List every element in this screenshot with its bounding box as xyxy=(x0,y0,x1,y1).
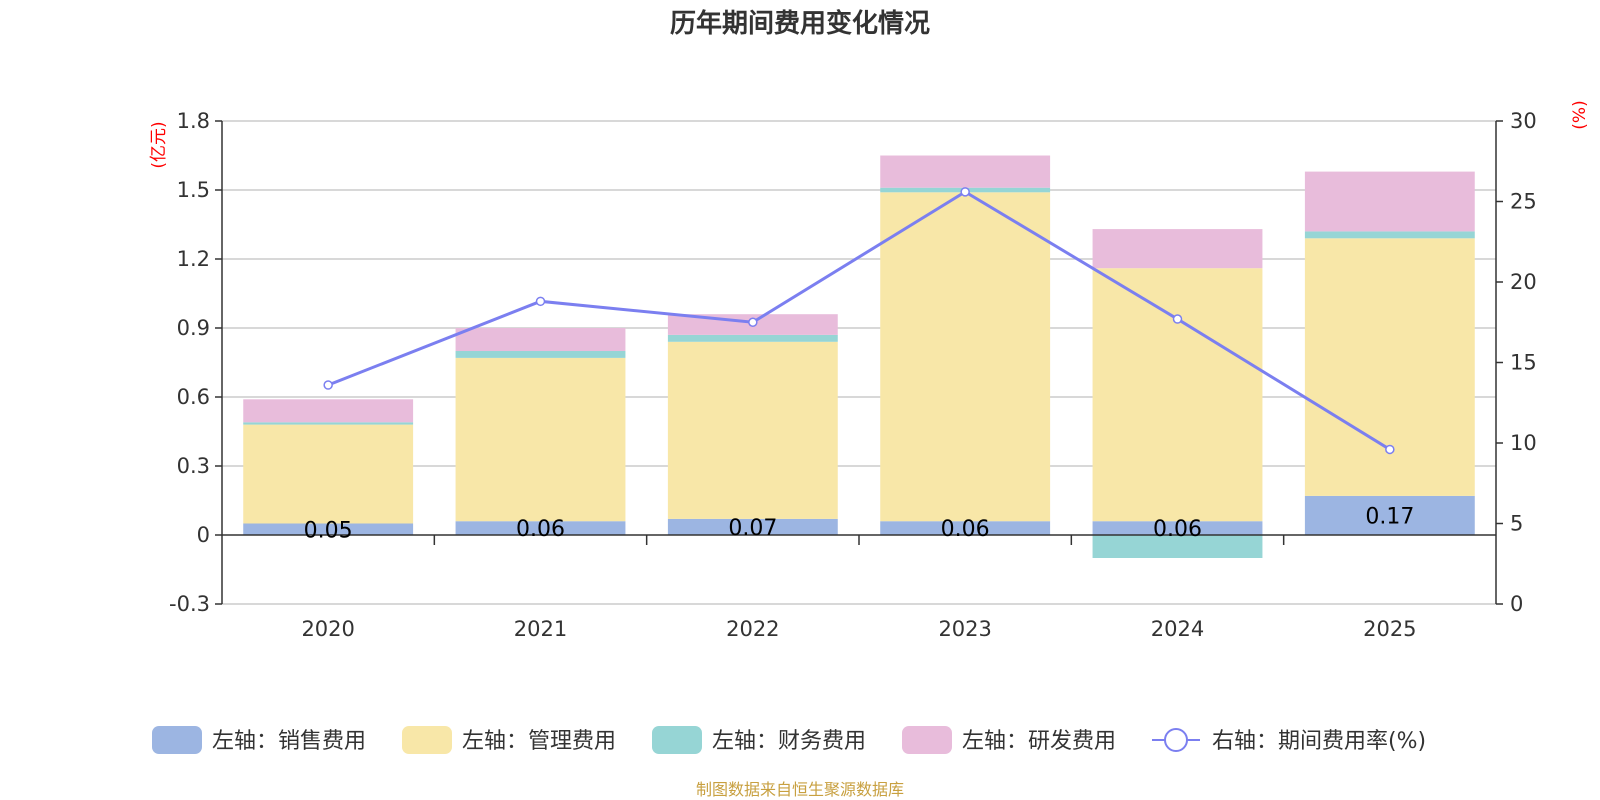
legend-label: 左轴：研发费用 xyxy=(962,729,1116,754)
bar-segment xyxy=(455,328,626,351)
bar-segment xyxy=(1304,238,1475,496)
bar-segment xyxy=(880,155,1051,188)
bar-segment xyxy=(243,424,414,524)
legend-swatch-marker xyxy=(1164,728,1188,752)
x-axis-tick-label: 2020 xyxy=(301,617,354,641)
right-axis-unit: (%) xyxy=(1570,100,1590,129)
bar-segment xyxy=(243,399,414,423)
left-axis-unit: (亿元) xyxy=(149,121,169,168)
right-axis-tick-label: 20 xyxy=(1510,270,1537,294)
bar-segment xyxy=(667,341,838,519)
legend-label: 左轴：财务费用 xyxy=(712,729,866,754)
expense-rate-point xyxy=(535,296,546,307)
bar-segment xyxy=(243,422,414,425)
expense-rate-point xyxy=(748,317,758,327)
left-axis-tick-label: 1.5 xyxy=(177,178,210,202)
legend-swatch xyxy=(652,726,702,754)
legend-swatch xyxy=(902,726,952,754)
bar-segment xyxy=(880,521,1051,535)
bar-segment xyxy=(667,334,838,342)
left-axis-tick-label: 0 xyxy=(197,523,210,547)
expense-rate-point xyxy=(323,380,333,390)
x-axis-tick-label: 2025 xyxy=(1363,617,1416,641)
left-axis-tick-label: 1.8 xyxy=(177,109,210,133)
bar-segment xyxy=(1304,171,1475,232)
expense-rate-polyline xyxy=(327,190,1391,451)
bar-data-label: 0.06 xyxy=(1153,517,1202,542)
right-axis-tick-label: 30 xyxy=(1510,109,1537,133)
right-axis-tick-label: 10 xyxy=(1510,431,1537,455)
x-axis-tick-label: 2021 xyxy=(514,617,567,641)
legend-swatch xyxy=(402,726,452,754)
bar-data-label: 0.07 xyxy=(728,516,777,541)
bar-data-label: 0.06 xyxy=(941,517,990,542)
bar-data-label: 0.05 xyxy=(304,518,353,543)
bar-segment xyxy=(880,192,1051,522)
source-note: 制图数据来自恒生聚源数据库 xyxy=(696,780,904,799)
bar-data-label: 0.17 xyxy=(1365,504,1414,529)
bar-segment xyxy=(455,521,626,535)
right-axis-tick-label: 5 xyxy=(1510,512,1523,536)
x-axis-tick-label: 2022 xyxy=(726,617,779,641)
left-axis-tick-label: 0.6 xyxy=(177,385,210,409)
bar-segment xyxy=(667,518,838,535)
bar-segment xyxy=(1304,495,1475,535)
bar-data-labels: 0.05 0.06 0.07 0.06 0.06 0.17 xyxy=(304,504,1415,543)
expense-rate-point xyxy=(960,187,970,197)
left-axis-tick-label: 0.9 xyxy=(177,316,210,340)
left-axis-tick-label: 1.2 xyxy=(177,247,210,271)
right-axis-tick-label: 25 xyxy=(1510,190,1537,214)
bar-segment xyxy=(1092,535,1263,558)
left-axis-tick-label: 0.3 xyxy=(177,454,210,478)
bar-segment xyxy=(1092,229,1263,269)
expense-rate-line xyxy=(323,187,1395,455)
right-axis-tick-label: 0 xyxy=(1510,592,1523,616)
legend-swatch xyxy=(152,726,202,754)
left-axis-tick-label: -0.3 xyxy=(169,592,210,616)
expense-rate-point xyxy=(1172,314,1183,324)
bar-segment xyxy=(1092,268,1263,522)
legend: 左轴：销售费用 左轴：管理费用 左轴：财务费用 左轴：研发费用 右轴：期间费用率(%) xyxy=(152,726,1426,754)
bar-data-label: 0.06 xyxy=(516,517,565,542)
legend-label: 左轴：管理费用 xyxy=(462,729,616,754)
expense-rate-point xyxy=(1385,444,1395,455)
bar-segment xyxy=(1304,231,1475,239)
x-axis-tick-label: 2023 xyxy=(938,617,991,641)
legend-label: 左轴：销售费用 xyxy=(212,729,366,754)
bar-segment xyxy=(455,357,626,522)
gridlines xyxy=(222,120,1496,605)
chart-title: 历年期间费用变化情况 xyxy=(670,8,930,39)
bar-segment xyxy=(455,351,626,358)
x-axis-tick-label: 2024 xyxy=(1151,617,1204,641)
bar-series xyxy=(243,155,1475,558)
bar-segment xyxy=(1092,521,1263,535)
right-axis-tick-label: 15 xyxy=(1510,351,1537,375)
legend-label: 右轴：期间费用率(%) xyxy=(1212,729,1426,754)
bar-segment xyxy=(243,523,414,535)
